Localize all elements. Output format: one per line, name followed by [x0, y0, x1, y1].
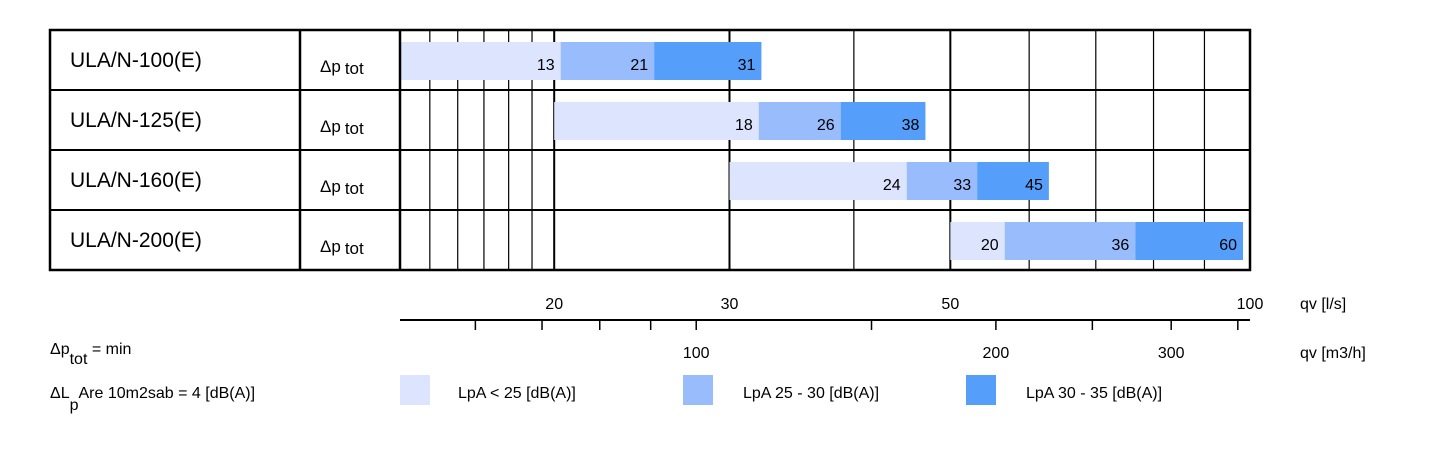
m3h-tick-label: 200: [983, 345, 1010, 362]
bar-segment-low: [554, 102, 759, 140]
bar-segment-high: [654, 42, 762, 80]
legend: LpA < 25 [dB(A)] LpA 25 - 30 [dB(A)] LpA…: [400, 375, 1162, 405]
bar-segment-mid: [758, 102, 841, 140]
note-dp-tail: = min: [87, 341, 131, 358]
bar-value-label: 18: [735, 117, 753, 134]
row-model-label: ULA/N-100(E): [70, 49, 202, 72]
bar-value-label: 36: [1112, 237, 1130, 254]
note-lp-main: ΔL: [50, 385, 70, 402]
bar-value-label: 26: [817, 117, 835, 134]
legend-swatch-mid: [683, 375, 713, 405]
axes-layer: 20 30 50 100 qv [l/s] 100 200 300 qv [m3/h]: [400, 296, 1366, 362]
ls-tick-label: 100: [1237, 296, 1264, 313]
note-dp-main: Δp: [50, 341, 70, 358]
bar-value-label: 21: [630, 57, 648, 74]
note-dp-sub: tot: [70, 351, 88, 368]
row-model-label: ULA/N-200(E): [70, 229, 202, 252]
bar-value-label: 31: [738, 57, 756, 74]
bar-segment-high: [840, 102, 926, 140]
row-param-label: Δp tot: [320, 237, 364, 258]
table-frame: [48, 28, 1252, 272]
row-param-label: Δp tot: [320, 177, 364, 198]
ls-tick-label: 30: [721, 296, 739, 313]
bar-segment-low: [729, 162, 907, 200]
bar-value-label: 45: [1025, 177, 1043, 194]
bars-layer: 13 21 31 18 26 38 24 33 45 20 36 60: [400, 42, 1244, 260]
bar-value-label: 33: [953, 177, 971, 194]
bar-segment-high: [977, 162, 1049, 200]
bar-segment-low: [950, 222, 1005, 260]
m3h-tick-label: 100: [683, 345, 710, 362]
bar-value-label: 24: [883, 177, 901, 194]
bar-segment-high: [1135, 222, 1244, 260]
m3h-tick-label: 300: [1158, 345, 1185, 362]
ls-tick-label: 20: [545, 296, 563, 313]
bar-value-label: 60: [1219, 237, 1237, 254]
bar-segment-mid: [1004, 222, 1136, 260]
bar-value-label: 20: [981, 237, 999, 254]
legend-swatch-high: [966, 375, 996, 405]
ls-tick-label: 50: [941, 296, 959, 313]
row-model-label: ULA/N-125(E): [70, 109, 202, 132]
bar-segment-low: [400, 42, 561, 80]
row-model-label: ULA/N-160(E): [70, 169, 202, 192]
note-lp: ΔLpAre 10m2sab = 4 [dB(A)]: [50, 385, 255, 414]
legend-label-mid: LpA 25 - 30 [dB(A)]: [743, 385, 879, 402]
note-lp-tail: Are 10m2sab = 4 [dB(A)]: [79, 385, 256, 402]
row-param-label: Δp tot: [320, 117, 364, 138]
note-dp-min: Δptot = min: [50, 341, 131, 368]
legend-swatch-low: [400, 375, 430, 405]
ls-axis-label: qv [l/s]: [1300, 296, 1346, 313]
legend-label-high: LpA 30 - 35 [dB(A)]: [1026, 385, 1162, 402]
m3h-axis-label: qv [m3/h]: [1300, 345, 1366, 362]
bar-segment-mid: [560, 42, 655, 80]
row-labels: ULA/N-100(E) Δp tot ULA/N-125(E) Δp tot ULA/N-…: [70, 49, 364, 258]
bar-value-label: 38: [902, 117, 920, 134]
notes: Δptot = min ΔLpAre 10m2sab = 4 [dB(A)]: [50, 341, 255, 414]
row-param-label: Δp tot: [320, 57, 364, 78]
legend-label-low: LpA < 25 [dB(A)]: [458, 385, 576, 402]
bar-segment-mid: [906, 162, 978, 200]
note-lp-sub: p: [70, 397, 79, 414]
bar-value-label: 13: [537, 57, 555, 74]
